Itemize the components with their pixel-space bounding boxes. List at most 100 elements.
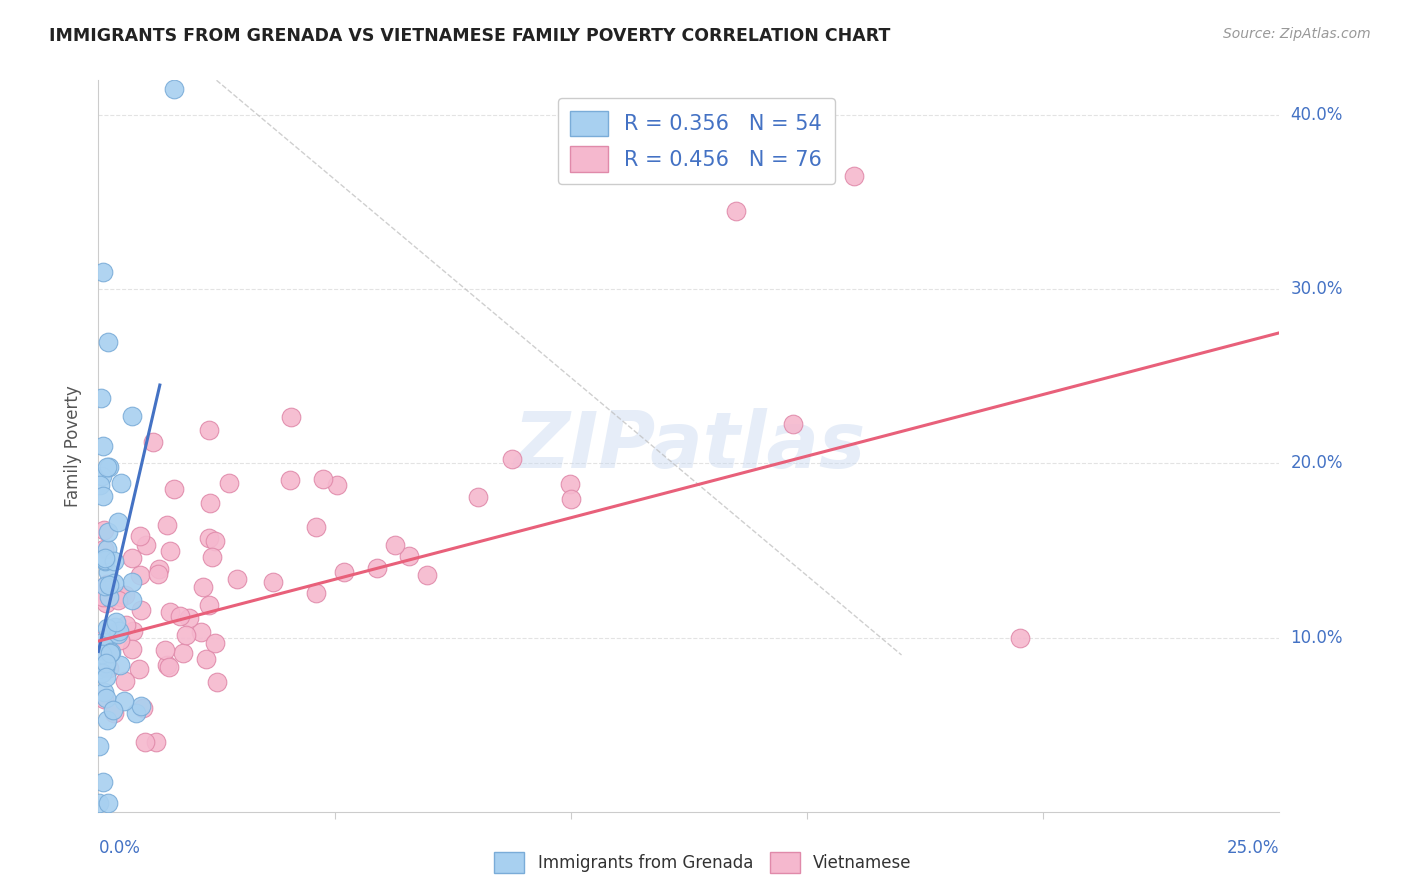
- Point: [114, 673, 136, 688]
- Point: [96, 459, 118, 474]
- Point: [96, 577, 118, 591]
- Point: [159, 544, 181, 558]
- Point: [90, 391, 112, 405]
- Point: [262, 574, 284, 589]
- Point: [97, 578, 120, 592]
- Point: [163, 82, 186, 96]
- Point: [91, 265, 114, 279]
- Point: [93, 542, 115, 557]
- Point: [560, 491, 582, 506]
- Point: [134, 735, 156, 749]
- Point: [191, 580, 214, 594]
- Point: [121, 409, 143, 423]
- Point: [97, 566, 120, 580]
- Point: [93, 685, 115, 699]
- Point: [128, 528, 150, 542]
- Point: [121, 593, 143, 607]
- Point: [89, 661, 111, 675]
- Point: [97, 796, 120, 810]
- Point: [91, 439, 114, 453]
- Point: [129, 699, 152, 714]
- Point: [132, 701, 155, 715]
- Point: [89, 739, 111, 753]
- Point: [226, 572, 249, 586]
- Point: [108, 657, 131, 672]
- Point: [280, 409, 302, 424]
- Point: [467, 490, 489, 504]
- Point: [94, 579, 117, 593]
- Point: [97, 632, 120, 646]
- Point: [125, 706, 148, 721]
- Point: [844, 169, 866, 183]
- Point: [110, 590, 132, 604]
- Point: [204, 533, 226, 548]
- Point: [97, 459, 120, 474]
- Point: [366, 561, 388, 575]
- Point: [148, 562, 170, 576]
- Point: [91, 489, 114, 503]
- Point: [312, 472, 335, 486]
- Point: [153, 643, 176, 657]
- Point: [94, 551, 117, 566]
- Point: [94, 596, 117, 610]
- Point: [156, 657, 179, 672]
- Point: [218, 475, 240, 490]
- Point: [177, 611, 200, 625]
- Point: [560, 476, 582, 491]
- Point: [100, 646, 122, 660]
- Point: [98, 590, 121, 604]
- Point: [725, 203, 748, 218]
- Point: [156, 517, 179, 532]
- Point: [782, 417, 804, 432]
- Y-axis label: Family Poverty: Family Poverty: [65, 385, 83, 507]
- Point: [145, 735, 167, 749]
- Point: [204, 635, 226, 649]
- Point: [90, 666, 112, 681]
- Point: [103, 624, 125, 639]
- Point: [305, 586, 328, 600]
- Point: [90, 647, 112, 661]
- Point: [121, 641, 143, 656]
- Point: [97, 334, 120, 349]
- Point: [112, 694, 135, 708]
- Point: [278, 474, 301, 488]
- Point: [93, 692, 115, 706]
- Text: 40.0%: 40.0%: [1291, 106, 1343, 124]
- Point: [98, 661, 121, 675]
- Point: [172, 647, 194, 661]
- Point: [142, 434, 165, 449]
- Point: [101, 702, 124, 716]
- Point: [97, 525, 120, 540]
- Text: 30.0%: 30.0%: [1291, 280, 1343, 298]
- Point: [398, 549, 420, 563]
- Point: [122, 624, 145, 639]
- Point: [197, 532, 219, 546]
- Point: [159, 605, 181, 619]
- Point: [197, 598, 219, 612]
- Point: [121, 575, 143, 590]
- Point: [105, 615, 128, 630]
- Point: [115, 618, 138, 632]
- Point: [96, 621, 118, 635]
- Legend: R = 0.356   N = 54, R = 0.456   N = 76: R = 0.356 N = 54, R = 0.456 N = 76: [558, 98, 835, 185]
- Point: [103, 706, 125, 721]
- Point: [94, 660, 117, 674]
- Point: [89, 477, 111, 491]
- Point: [169, 608, 191, 623]
- Point: [98, 646, 121, 660]
- Point: [91, 590, 114, 604]
- Point: [128, 568, 150, 582]
- Point: [93, 523, 115, 537]
- Point: [198, 496, 221, 510]
- Point: [501, 451, 523, 466]
- Point: [108, 624, 131, 639]
- Text: 0.0%: 0.0%: [98, 839, 141, 857]
- Point: [110, 476, 132, 491]
- Point: [107, 593, 129, 607]
- Point: [94, 691, 117, 706]
- Point: [198, 423, 221, 437]
- Point: [384, 538, 406, 552]
- Point: [91, 774, 114, 789]
- Point: [96, 591, 118, 605]
- Point: [128, 662, 150, 676]
